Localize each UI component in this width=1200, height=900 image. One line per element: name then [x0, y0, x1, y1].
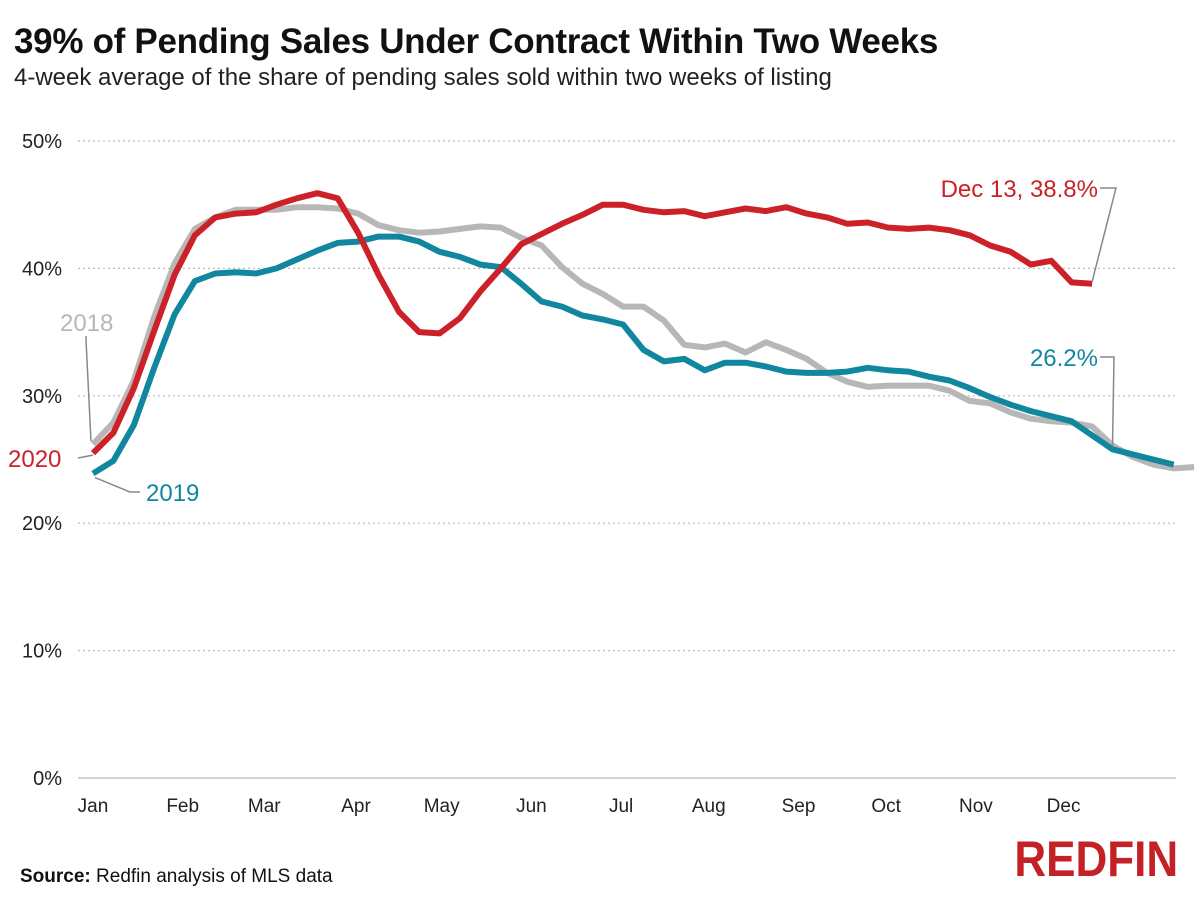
chart-subtitle: 4-week average of the share of pending s… [14, 64, 832, 91]
y-tick-label: 40% [22, 258, 62, 280]
series-label-2020: 2020 [8, 446, 61, 473]
y-tick-label: 0% [33, 768, 62, 790]
grid-lines [78, 140, 1176, 779]
x-tick-label: Aug [692, 796, 726, 817]
series-lines [90, 190, 1195, 477]
chart-title: 39% of Pending Sales Under Contract With… [14, 22, 939, 61]
x-tick-label: Oct [871, 796, 901, 817]
annotation-2020-end: Dec 13, 38.8% [941, 176, 1098, 203]
series-label-2018: 2018 [60, 310, 113, 337]
y-tick-label: 50% [22, 131, 62, 153]
series-line-2018 [90, 204, 1195, 472]
leader-2020-end [1091, 187, 1117, 282]
x-tick-label: Apr [341, 796, 371, 817]
x-tick-label: Jul [609, 796, 633, 817]
redfin-logo: REDFIN [1014, 831, 1178, 887]
x-tick-label: May [424, 796, 460, 817]
x-tick-label: Jun [516, 796, 547, 817]
leader-2019-end [1100, 356, 1115, 447]
source-label: Source: [20, 866, 91, 887]
series-label-2019: 2019 [146, 480, 199, 507]
x-tick-label: Dec [1047, 796, 1081, 817]
leader-2019 [94, 476, 140, 493]
y-tick-label: 10% [22, 641, 62, 663]
leader-2018 [85, 336, 92, 442]
x-tick-label: Nov [959, 796, 993, 817]
leader-2020 [77, 454, 94, 459]
annotation-2019-end: 26.2% [1030, 345, 1098, 372]
annotations: 2018 2020 2019 Dec 13, 38.8% 26.2% [8, 176, 1117, 507]
x-tick-label: Sep [782, 796, 816, 817]
y-axis-ticks: 0% 10% 20% 30% 40% 50% [22, 131, 62, 790]
y-tick-label: 20% [22, 513, 62, 535]
x-tick-label: Jan [78, 796, 109, 817]
x-tick-label: Feb [166, 796, 199, 817]
source-note: Source: Redfin analysis of MLS data [20, 866, 333, 888]
x-axis-ticks: Jan Feb Mar Apr May Jun Jul Aug Sep Oct Nov Dec [78, 796, 1081, 817]
series-line-2020 [90, 190, 1093, 456]
y-tick-label: 30% [22, 386, 62, 408]
series-line-2019 [91, 233, 1175, 477]
source-text: Redfin analysis of MLS data [96, 866, 333, 887]
x-tick-label: Mar [248, 796, 281, 817]
